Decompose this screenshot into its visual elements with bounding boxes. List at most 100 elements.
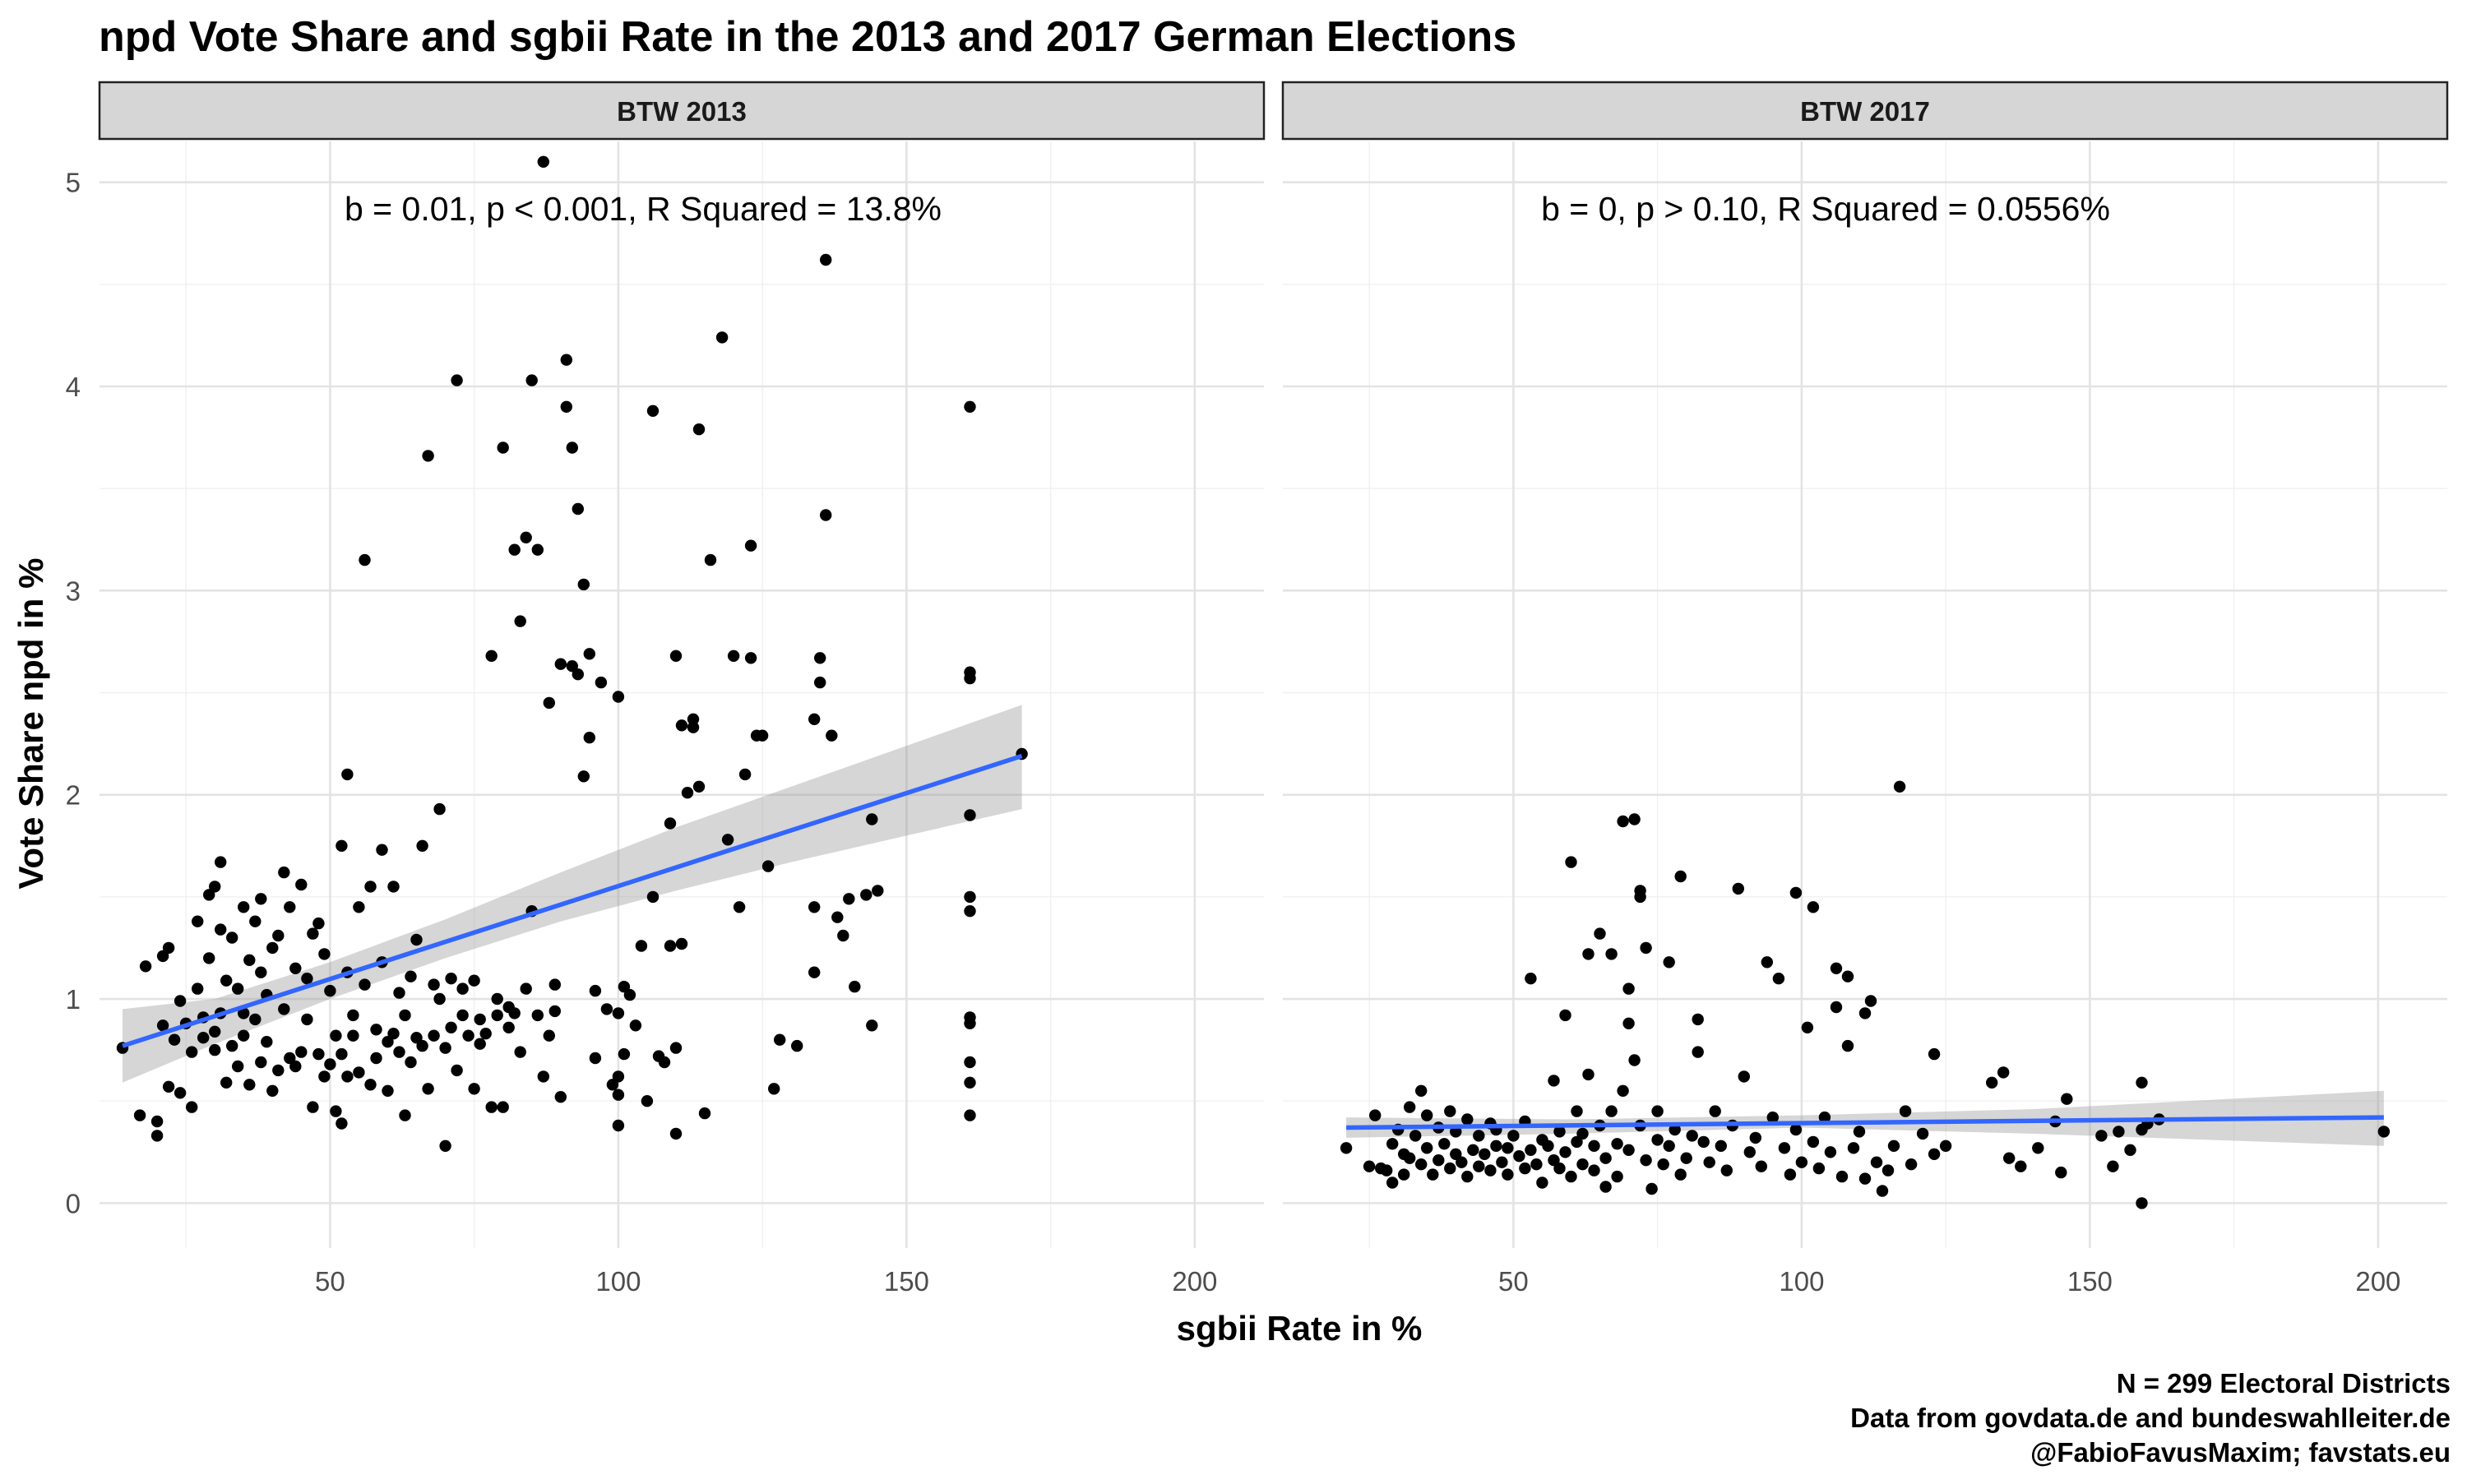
data-point: [474, 1013, 486, 1026]
data-point: [1651, 1105, 1664, 1117]
data-point: [220, 974, 233, 987]
data-point: [791, 1039, 803, 1052]
data-point: [405, 1056, 417, 1069]
data-point: [814, 652, 826, 664]
points-btw-2013: [116, 155, 1028, 1153]
data-point: [820, 253, 832, 266]
data-point: [1853, 1126, 1866, 1138]
data-point: [1801, 1021, 1814, 1034]
y-tick-label: 1: [66, 984, 81, 1015]
data-point: [186, 1101, 198, 1113]
data-point: [272, 929, 285, 942]
data-point: [312, 1047, 325, 1061]
data-point: [387, 1028, 400, 1040]
data-point: [209, 881, 221, 893]
data-point: [964, 672, 976, 685]
data-point: [826, 729, 838, 742]
data-point: [572, 502, 584, 515]
data-point: [330, 1029, 342, 1042]
data-point: [1611, 1170, 1623, 1183]
data-point: [209, 1025, 221, 1038]
data-point: [1421, 1142, 1433, 1154]
x-tick-label: 50: [315, 1266, 345, 1297]
data-point: [1340, 1142, 1353, 1154]
data-point: [174, 1087, 187, 1099]
data-point: [249, 915, 262, 927]
data-point: [1858, 1007, 1872, 1019]
strip-label-btw-2017: BTW 2017: [1800, 96, 1930, 127]
data-point: [139, 960, 152, 973]
data-point: [1669, 1123, 1681, 1136]
data-point: [1571, 1135, 1583, 1149]
data-point: [508, 1007, 521, 1019]
data-point: [2015, 1160, 2027, 1172]
data-point: [612, 1070, 625, 1083]
fit-line-btw-2013: [122, 753, 1023, 1048]
data-point: [1795, 1156, 1808, 1168]
regression-line: [1346, 1115, 2384, 1130]
data-point: [336, 1117, 348, 1130]
data-point: [1899, 1105, 1912, 1117]
data-point: [733, 901, 746, 913]
annotation-btw-2017: b = 0, p > 0.10, R Squared = 0.0556%: [1541, 190, 2110, 228]
data-point: [646, 405, 660, 417]
data-point: [497, 1101, 509, 1113]
data-point: [964, 1056, 976, 1069]
x-tick-label: 200: [1172, 1266, 1217, 1297]
y-tick-label: 0: [66, 1188, 81, 1218]
data-point: [1588, 1140, 1600, 1153]
data-point: [537, 155, 549, 168]
data-point: [336, 839, 348, 852]
data-point: [336, 1047, 348, 1061]
data-point: [1622, 1017, 1635, 1030]
data-point: [1858, 1172, 1872, 1185]
data-point: [347, 1029, 359, 1042]
data-point: [439, 1140, 451, 1153]
data-point: [520, 531, 532, 543]
grid-btw-2013: [100, 141, 1264, 1248]
data-point: [1461, 1170, 1474, 1183]
data-point: [209, 1043, 221, 1056]
data-point: [548, 978, 561, 991]
data-point: [514, 615, 526, 627]
data-point: [174, 995, 187, 1007]
data-point: [1784, 1168, 1797, 1181]
data-point: [692, 423, 706, 436]
data-point: [416, 839, 428, 852]
data-point: [1559, 1009, 1571, 1022]
data-point: [238, 901, 250, 913]
x-axis-title: sgbii Rate in %: [1177, 1309, 1423, 1348]
data-point: [439, 1042, 451, 1054]
data-point: [1789, 1123, 1803, 1136]
data-point: [162, 941, 175, 955]
data-point: [635, 940, 648, 952]
data-point: [964, 905, 976, 918]
y-tick-label: 4: [66, 372, 81, 402]
data-point: [491, 992, 503, 1006]
y-tick-label: 2: [66, 780, 81, 811]
data-point: [1916, 1127, 1929, 1140]
data-point: [1692, 1013, 1704, 1026]
data-point: [964, 1076, 976, 1089]
data-point: [1490, 1140, 1502, 1153]
data-point: [1456, 1156, 1468, 1168]
data-point: [641, 1095, 654, 1107]
data-point: [537, 1070, 549, 1083]
data-point: [808, 713, 821, 725]
data-point: [156, 1019, 169, 1032]
data-point: [543, 696, 555, 710]
data-point: [589, 984, 602, 997]
data-point: [456, 1009, 469, 1022]
data-point: [849, 980, 861, 993]
data-point: [215, 856, 227, 868]
data-point: [761, 860, 775, 872]
data-point: [353, 1066, 365, 1079]
data-point: [370, 1052, 382, 1065]
data-point: [1525, 973, 1537, 985]
data-point: [1830, 962, 1843, 975]
data-point: [1807, 901, 1820, 913]
data-point: [1530, 1158, 1543, 1171]
data-point: [226, 932, 238, 944]
data-point: [226, 1039, 238, 1052]
data-point: [1421, 1109, 1433, 1121]
